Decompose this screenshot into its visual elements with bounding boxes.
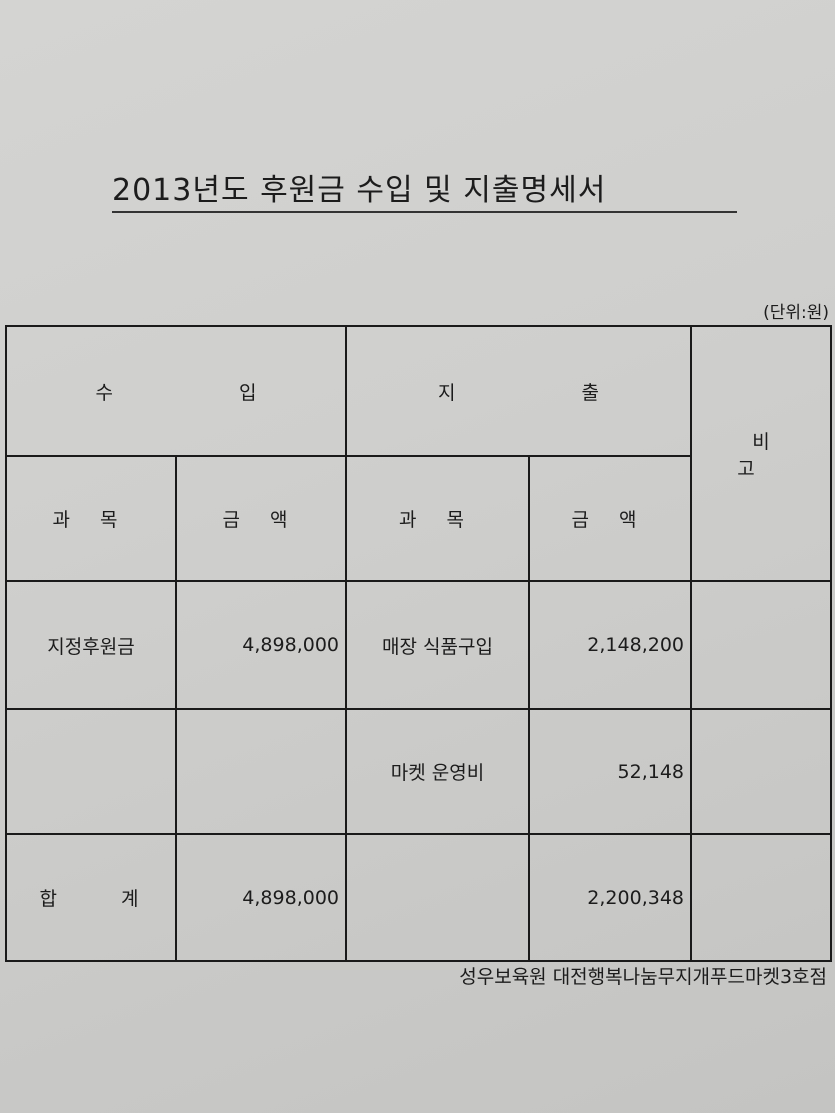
unit-label: (단위:원) bbox=[763, 303, 829, 323]
income-item bbox=[5, 708, 177, 835]
income-amount-header: 금 액 bbox=[175, 455, 347, 582]
expense-amount-header: 금 액 bbox=[528, 455, 692, 582]
income-total: 4,898,000 bbox=[175, 833, 347, 962]
expense-total: 2,200,348 bbox=[528, 833, 692, 962]
expense-item: 마켓 운영비 bbox=[345, 708, 530, 835]
income-amount bbox=[175, 708, 347, 835]
income-header: 수 입 bbox=[5, 325, 347, 457]
income-item-header: 과 목 bbox=[5, 455, 177, 582]
remarks-cell bbox=[690, 708, 832, 835]
expense-amount: 2,148,200 bbox=[528, 580, 692, 710]
total-row: 합 계 4,898,000 2,200,348 bbox=[5, 833, 832, 962]
table-row: 마켓 운영비 52,148 bbox=[5, 708, 832, 835]
expense-item: 매장 식품구입 bbox=[345, 580, 530, 710]
table-row: 지정후원금 4,898,000 매장 식품구입 2,148,200 bbox=[5, 580, 832, 710]
expense-item-header: 과 목 bbox=[345, 455, 530, 582]
expense-amount: 52,148 bbox=[528, 708, 692, 835]
remarks-cell bbox=[690, 833, 832, 962]
organization-footer: 성우보육원 대전행복나눔무지개푸드마켓3호점 bbox=[459, 966, 827, 988]
income-item: 지정후원금 bbox=[5, 580, 177, 710]
total-label: 합 계 bbox=[5, 833, 177, 962]
remarks-header: 비 고 bbox=[690, 325, 832, 582]
remarks-cell bbox=[690, 580, 832, 710]
income-amount: 4,898,000 bbox=[175, 580, 347, 710]
statement-table: 수 입 지 출 비 고 과 목 금 액 과 목 금 액 지정후원금 4,898,… bbox=[5, 325, 832, 962]
expense-header: 지 출 bbox=[345, 325, 692, 457]
document-title: 2013년도 후원금 수입 및 지출명세서 bbox=[112, 165, 737, 213]
expense-item bbox=[345, 833, 530, 962]
